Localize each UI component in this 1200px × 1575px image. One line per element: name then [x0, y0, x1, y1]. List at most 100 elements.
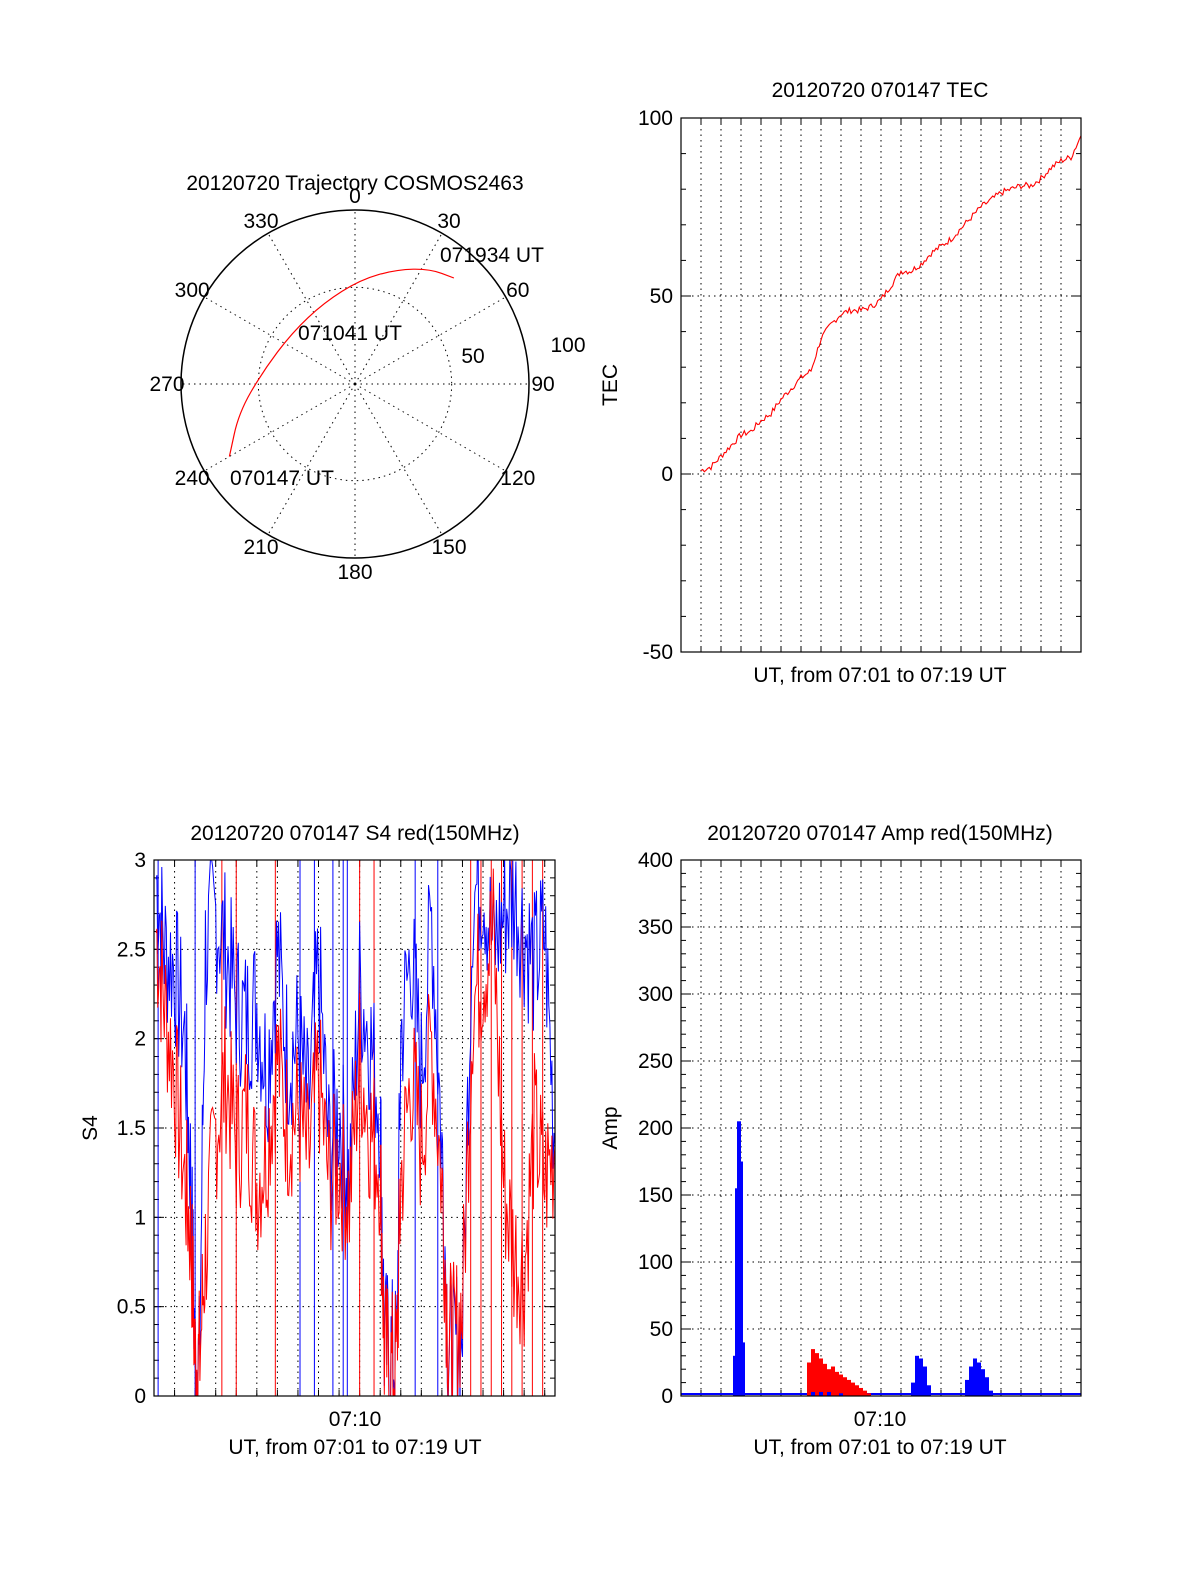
amp-red-bar: [819, 1358, 823, 1396]
s4-y-axis-label: S4: [79, 1115, 102, 1141]
amp-grid: [681, 859, 1081, 1397]
polar-spoke: [204, 383, 356, 472]
s4-y-tick-label: 1: [134, 1206, 146, 1229]
amp-y-tick-label: 300: [638, 983, 673, 1006]
amp-red-bar: [811, 1349, 815, 1396]
amp-red-bar: [855, 1385, 859, 1396]
amp-y-tick-label: 400: [638, 849, 673, 872]
amp-red-bar: [807, 1362, 811, 1396]
amp-plot-frame: [680, 859, 1082, 1397]
amp-y-tick-label: 250: [638, 1050, 673, 1073]
polar-azimuth-label: 300: [175, 279, 210, 302]
polar-spoke: [354, 383, 506, 472]
amp-y-axis-label: Amp: [599, 1106, 622, 1149]
s4-series-layer: [155, 860, 555, 1396]
s4-y-tick-label: 3: [134, 849, 146, 872]
polar-spoke: [354, 383, 443, 535]
track-start-label: 070147 UT: [230, 467, 334, 490]
polar-outer-circle: [180, 209, 530, 559]
amp-red-bar: [863, 1390, 867, 1396]
polar-azimuth-label: 30: [437, 210, 460, 233]
polar-spoke: [267, 383, 356, 535]
tec-y-tick-label: 100: [638, 107, 673, 130]
amp-blue-bar: [969, 1366, 973, 1396]
amp-blue-bar: [827, 1391, 831, 1396]
s4-y-tick-label: 2.5: [117, 938, 146, 961]
polar-azimuth-label: 270: [149, 373, 184, 396]
polar-azimuth-label: 90: [531, 373, 554, 396]
amp-blue-bar: [927, 1385, 931, 1396]
amp-red-bar: [839, 1374, 843, 1396]
s4-chart: 20120720 070147 S4 red(150MHz) S4 07:10 …: [79, 822, 556, 1459]
amp-blue-bar: [839, 1393, 843, 1396]
amp-blue-bar: [973, 1358, 977, 1396]
s4-chart-title: 20120720 070147 S4 red(150MHz): [190, 822, 519, 845]
tec-chart-title: 20120720 070147 TEC: [772, 79, 989, 102]
polar-spoke: [267, 233, 356, 385]
polar-spoke: [354, 296, 506, 385]
amp-y-tick-label: 200: [638, 1117, 673, 1140]
tec-y-axis-label: TEC: [599, 364, 622, 406]
tec-grid: [681, 117, 1081, 653]
amp-blue-bar: [915, 1355, 919, 1396]
tec-x-axis-label: UT, from 07:01 to 07:19 UT: [753, 664, 1006, 687]
tec-plot-frame: [680, 117, 1082, 653]
polar-ring: [257, 286, 453, 482]
s4-y-tick-label: 0.5: [117, 1296, 146, 1319]
s4-plot-frame: [153, 859, 556, 1397]
polar-azimuth-label: 150: [431, 536, 466, 559]
amp-red-bar: [823, 1363, 827, 1396]
amp-blue-bar: [965, 1379, 969, 1396]
amp-red-bar: [851, 1382, 855, 1396]
polar-chart-title: 20120720 Trajectory COSMOS2463: [186, 172, 523, 195]
amp-y-tick-label: 0: [661, 1385, 673, 1408]
amp-blue-bar: [819, 1391, 823, 1396]
amp-x-axis-label: UT, from 07:01 to 07:19 UT: [753, 1436, 1006, 1459]
amp-y-tick-label: 100: [638, 1251, 673, 1274]
polar-azimuth-label: 0: [349, 185, 361, 208]
amp-red-bar: [831, 1366, 835, 1396]
tec-y-tick-label: 50: [650, 285, 673, 308]
amp-blue-bar: [923, 1366, 927, 1396]
amp-series-layer: [681, 1121, 1081, 1396]
amp-red-bar: [859, 1387, 863, 1396]
polar-radial-labels: 50 100: [461, 334, 585, 368]
polar-trajectory-layer: [228, 268, 455, 457]
amp-blue-bar: [985, 1377, 989, 1396]
tec-y-tick-label: -50: [643, 641, 673, 664]
tec-y-ticks: 100 50 0 -50: [638, 107, 673, 664]
amp-y-tick-label: 50: [650, 1318, 673, 1341]
amp-y-tick-label: 150: [638, 1184, 673, 1207]
polar-azimuth-label: 240: [175, 467, 210, 490]
s4-plot-clip: [155, 860, 555, 1396]
s4-y-tick-label: 1.5: [117, 1117, 146, 1140]
amp-red-bar: [843, 1377, 847, 1396]
tec-chart: 20120720 070147 TEC TEC UT, from 07:01 t…: [599, 79, 1082, 687]
amp-blue-bar: [811, 1391, 815, 1396]
amp-y-ticks: 400 350 300 250 200 150 100 50 0: [638, 849, 673, 1408]
tec-y-tick-label: 0: [661, 463, 673, 486]
trajectory-line: [228, 268, 455, 457]
amp-blue-bar: [741, 1342, 745, 1396]
s4-x-tick-label: 07:10: [329, 1408, 382, 1431]
s4-red-series: [155, 868, 555, 1396]
amp-red-bar: [835, 1371, 839, 1396]
s4-y-tick-label: 0: [134, 1385, 146, 1408]
amp-chart: 20120720 070147 Amp red(150MHz) Amp 07:1…: [599, 822, 1082, 1459]
amp-blue-bar: [919, 1358, 923, 1396]
polar-azimuth-labels: 0 30 60 90 120 150 180 210 240 270 300 330: [149, 185, 554, 584]
tec-series-line: [700, 135, 1082, 473]
polar-chart: 20120720 Trajectory COSMOS2463 0 30 60 90 12…: [149, 172, 585, 584]
amp-red-bar: [827, 1369, 831, 1396]
track-mid-label: 071041 UT: [298, 322, 402, 345]
amp-blue-bar: [981, 1369, 985, 1396]
polar-azimuth-label: 60: [506, 279, 529, 302]
amp-blue-bar: [989, 1390, 993, 1396]
polar-spoke: [204, 296, 356, 385]
polar-azimuth-label: 330: [243, 210, 278, 233]
polar-azimuth-label: 180: [337, 561, 372, 584]
amp-red-bar: [815, 1353, 819, 1396]
polar-grid: [180, 209, 530, 559]
amp-blue-bar: [739, 1161, 743, 1396]
